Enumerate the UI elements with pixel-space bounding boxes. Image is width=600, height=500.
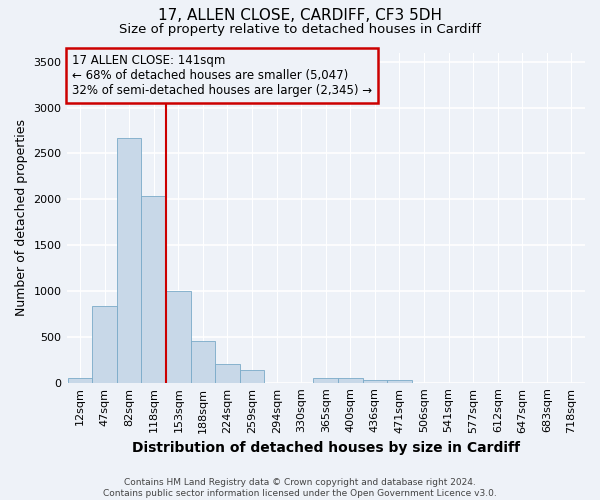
Bar — [142, 196, 166, 382]
Bar — [68, 378, 92, 382]
Text: Size of property relative to detached houses in Cardiff: Size of property relative to detached ho… — [119, 22, 481, 36]
Bar — [92, 306, 117, 382]
Bar — [191, 342, 215, 382]
Bar — [166, 291, 191, 382]
Text: Contains HM Land Registry data © Crown copyright and database right 2024.
Contai: Contains HM Land Registry data © Crown c… — [103, 478, 497, 498]
Text: 17, ALLEN CLOSE, CARDIFF, CF3 5DH: 17, ALLEN CLOSE, CARDIFF, CF3 5DH — [158, 8, 442, 22]
Bar — [240, 370, 265, 382]
Text: 17 ALLEN CLOSE: 141sqm
← 68% of detached houses are smaller (5,047)
32% of semi-: 17 ALLEN CLOSE: 141sqm ← 68% of detached… — [72, 54, 372, 97]
Bar — [215, 364, 240, 382]
Bar — [387, 380, 412, 382]
Bar — [117, 138, 142, 382]
Bar — [313, 378, 338, 382]
Y-axis label: Number of detached properties: Number of detached properties — [15, 119, 28, 316]
Bar — [338, 378, 362, 382]
Bar — [362, 380, 387, 382]
X-axis label: Distribution of detached houses by size in Cardiff: Distribution of detached houses by size … — [132, 441, 520, 455]
